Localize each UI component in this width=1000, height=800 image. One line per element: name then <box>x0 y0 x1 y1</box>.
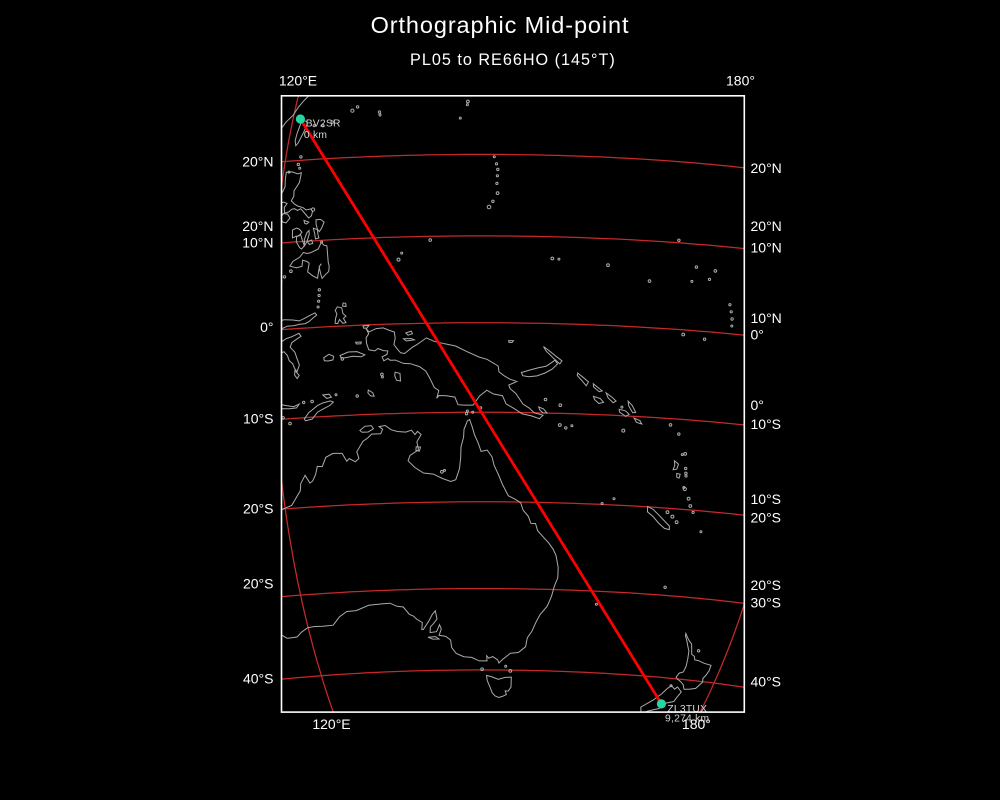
svg-text:10°N: 10°N <box>751 240 782 256</box>
svg-text:120°E: 120°E <box>279 73 317 89</box>
svg-text:120°E: 120°E <box>312 716 350 732</box>
svg-text:9,274 km: 9,274 km <box>665 714 709 725</box>
svg-text:0 km: 0 km <box>304 130 327 141</box>
svg-text:40°S: 40°S <box>243 671 274 687</box>
svg-text:10°S: 10°S <box>243 411 274 427</box>
svg-text:10°N: 10°N <box>751 310 782 326</box>
svg-text:0°: 0° <box>751 397 764 413</box>
svg-text:Orthographic Mid-point: Orthographic Mid-point <box>371 12 630 38</box>
svg-text:20°N: 20°N <box>751 160 782 176</box>
svg-text:PL05 to RE66HO (145°T): PL05 to RE66HO (145°T) <box>410 51 616 69</box>
svg-text:20°N: 20°N <box>242 218 273 234</box>
svg-text:20°N: 20°N <box>242 153 273 169</box>
svg-text:40°S: 40°S <box>751 674 782 690</box>
svg-text:20°S: 20°S <box>751 577 782 593</box>
svg-text:20°N: 20°N <box>751 218 782 234</box>
svg-text:180°: 180° <box>682 716 711 732</box>
svg-text:20°S: 20°S <box>243 501 274 517</box>
svg-text:10°N: 10°N <box>242 234 273 250</box>
svg-text:0°: 0° <box>260 319 273 335</box>
svg-text:BV2SR: BV2SR <box>306 119 341 130</box>
svg-text:0°: 0° <box>751 327 764 343</box>
svg-text:20°S: 20°S <box>751 510 782 526</box>
svg-text:20°S: 20°S <box>243 576 274 592</box>
svg-text:10°S: 10°S <box>751 416 782 432</box>
svg-text:180°: 180° <box>726 73 755 89</box>
svg-text:ZL3TUX: ZL3TUX <box>667 704 707 715</box>
svg-text:30°S: 30°S <box>751 595 782 611</box>
svg-text:10°S: 10°S <box>751 491 782 507</box>
